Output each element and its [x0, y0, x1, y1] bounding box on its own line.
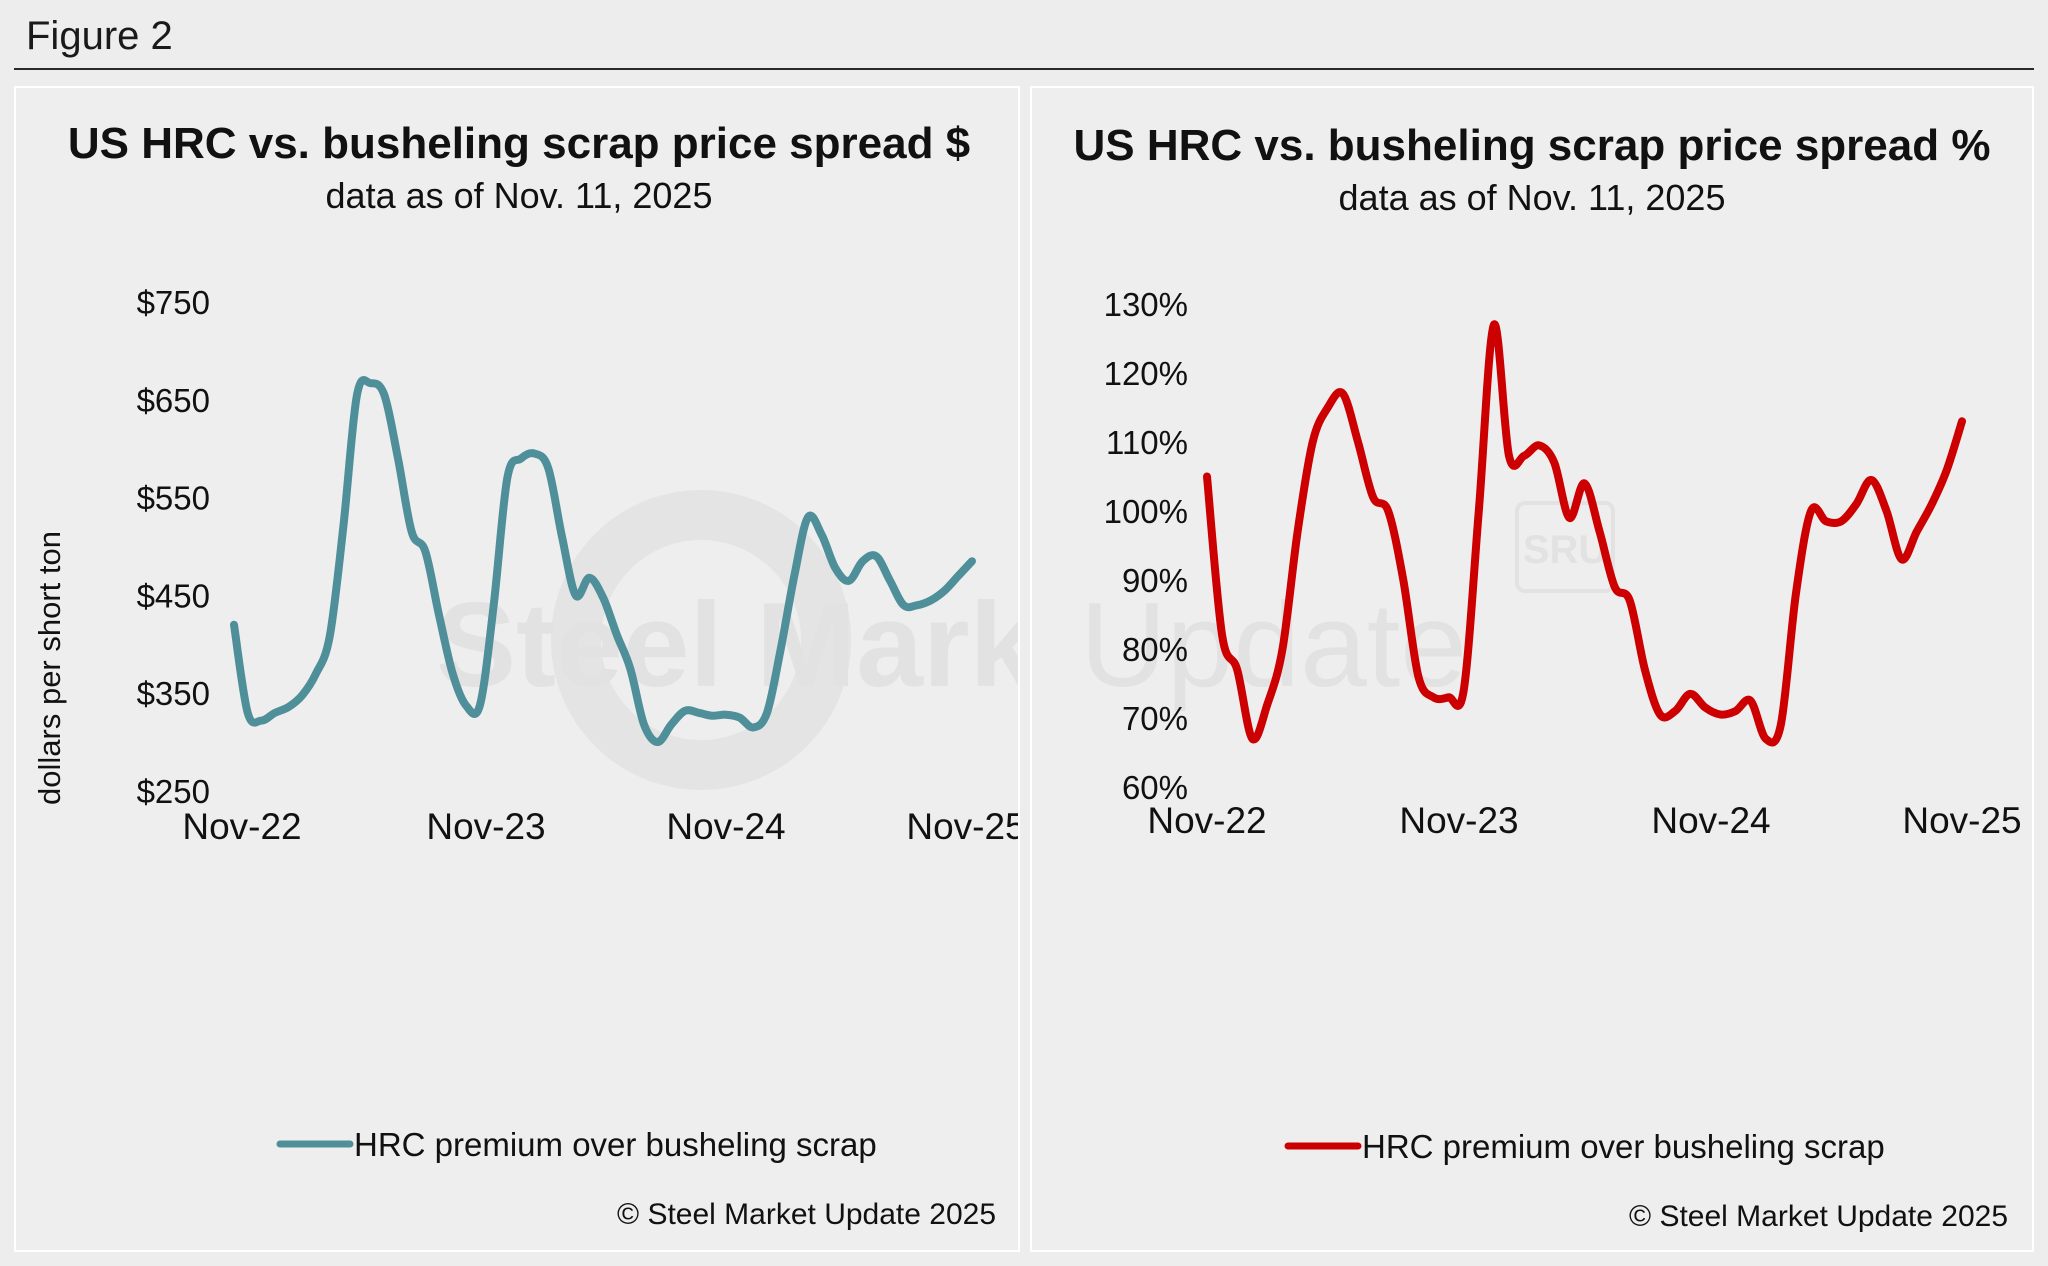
x-tick-label: Nov-24 [1651, 800, 1770, 841]
y-tick-label: $350 [137, 675, 210, 712]
chart-title: US HRC vs. busheling scrap price spread … [1074, 121, 1991, 170]
figure-label: Figure 2 [26, 14, 173, 58]
copyright: © Steel Market Update 2025 [617, 1198, 996, 1231]
series-line [1203, 320, 1966, 747]
chart-percent-spread: Update SRU US HRC vs. busheling scrap pr… [1074, 121, 2022, 1233]
y-tick-label: 60% [1122, 769, 1188, 806]
x-tick-label: Nov-23 [426, 806, 545, 847]
y-tick-label: 80% [1122, 631, 1188, 668]
y-axis-ticks: 130% 120% 110% 100% 90% 80% 70% 60% [1104, 286, 1188, 806]
y-tick-label: $750 [137, 284, 210, 321]
chart-title: US HRC vs. busheling scrap price spread … [68, 119, 970, 168]
chart-subtitle: data as of Nov. 11, 2025 [326, 175, 713, 216]
x-tick-label: Nov-24 [666, 806, 785, 847]
watermark-badge-text: SRU [1523, 528, 1607, 572]
x-axis-ticks: Nov-22 Nov-23 Nov-24 Nov-25 [182, 806, 1018, 847]
copyright: © Steel Market Update 2025 [1629, 1200, 2008, 1233]
watermark: Update SRU [1080, 501, 1615, 712]
y-tick-label: $450 [137, 577, 210, 614]
x-tick-label: Nov-25 [906, 806, 1018, 847]
y-axis-ticks: $750 $650 $550 $450 $350 $250 [137, 284, 210, 810]
y-tick-label: 90% [1122, 562, 1188, 599]
legend-label: HRC premium over busheling scrap [1362, 1128, 1885, 1165]
chart-subtitle: data as of Nov. 11, 2025 [1339, 177, 1726, 218]
y-tick-label: $650 [137, 382, 210, 419]
legend-label: HRC premium over busheling scrap [354, 1126, 877, 1163]
chart-panel-percent-spread: Update SRU US HRC vs. busheling scrap pr… [1030, 86, 2034, 1252]
chart-panel-dollar-spread: Steel Market US HRC vs. busheling scrap … [14, 86, 1020, 1252]
x-tick-label: Nov-22 [1147, 800, 1266, 841]
y-tick-label: 70% [1122, 700, 1188, 737]
y-tick-label: 120% [1104, 355, 1188, 392]
x-tick-label: Nov-25 [1902, 800, 2021, 841]
series-line [230, 376, 976, 747]
y-tick-label: 100% [1104, 493, 1188, 530]
legend: HRC premium over busheling scrap [1284, 1128, 1885, 1165]
x-axis-ticks: Nov-22 Nov-23 Nov-24 Nov-25 [1147, 800, 2021, 841]
watermark: Steel Market [436, 490, 1018, 790]
y-axis-label: dollars per short ton [32, 531, 67, 805]
y-tick-label: $250 [137, 773, 210, 810]
figure-divider [14, 68, 2034, 70]
y-tick-label: 110% [1106, 424, 1188, 461]
y-tick-label: 130% [1104, 286, 1188, 323]
x-tick-label: Nov-22 [182, 806, 301, 847]
legend: HRC premium over busheling scrap [276, 1126, 877, 1163]
watermark-logo-inner [601, 540, 801, 740]
series-group [1203, 320, 1966, 747]
y-tick-label: $550 [137, 480, 210, 517]
series-group [230, 376, 976, 747]
chart-dollar-spread: Steel Market US HRC vs. busheling scrap … [32, 119, 1018, 1231]
x-tick-label: Nov-23 [1399, 800, 1518, 841]
